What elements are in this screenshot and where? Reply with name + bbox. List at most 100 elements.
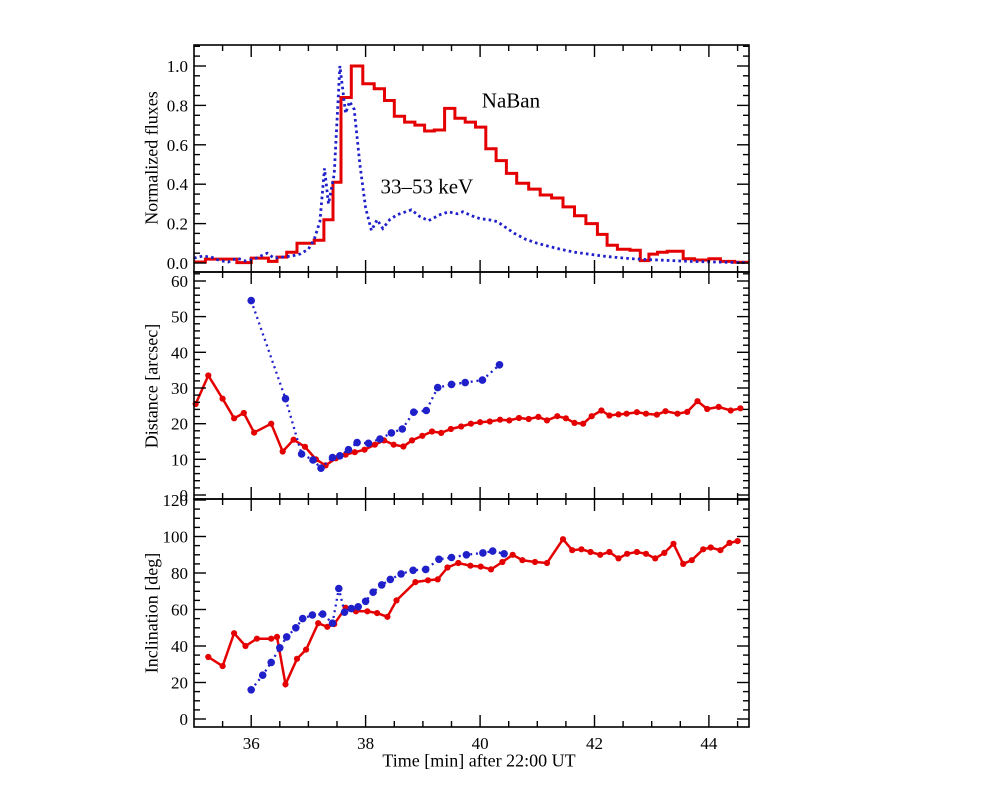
NaBan-marker [688,557,695,564]
NaBan-marker [351,449,358,456]
33–53 keV-marker [335,584,343,593]
33–53 keV-marker [317,464,325,473]
NaBan-marker [569,547,576,554]
33–53 keV-marker [478,376,487,384]
33–53 keV-marker [247,686,255,694]
NaBan-marker [371,441,378,448]
33–53 keV-marker [267,658,276,667]
NaBan-marker [467,420,474,427]
y-tick-label: 1.0 [167,57,188,76]
NaBan-marker [642,550,650,557]
NaBan-marker [231,415,238,422]
naban-series-label: NaBan [481,88,541,113]
panel-distance: 0 10 20 30 40 50 60 [171,271,750,505]
33–53 keV-marker [447,380,456,389]
NaBan-marker [531,558,539,566]
NaBan-marker [652,555,659,562]
33–53 keV-marker [462,551,471,559]
NaBan-marker [467,562,474,569]
x-tick-label: 42 [586,734,603,753]
33–53 keV-marker [398,425,407,433]
NaBan-marker [400,443,407,450]
NaBan-marker [597,551,604,558]
33–53 keV-marker [297,450,306,458]
NaBan-marker [580,420,587,427]
NaBan-series-line [194,372,741,467]
33–53 keV-marker [328,453,337,462]
x-tick-label: 38 [357,734,374,753]
33–53 keV-marker [281,394,290,403]
33–53 keV-marker [344,445,353,454]
y-tick-label: 30 [171,379,188,398]
NaBan-marker [219,663,226,670]
NaBan-marker [598,407,605,414]
33–53 keV-marker [309,456,317,464]
NaBan-marker [231,630,238,637]
y-tick-label: 0.2 [167,215,188,234]
NaBan-marker [419,432,426,439]
33–53 keV-marker [386,575,395,584]
33–53 keV-marker [409,566,417,575]
NaBan-marker [642,410,650,417]
y-axis-title-distance: Distance [arcsec] [141,323,162,449]
y-tick-label: 40 [171,343,188,362]
NaBan-marker [303,646,310,653]
y-tick-label: 120 [163,491,189,510]
NaBan-marker [571,419,578,426]
33–53 keV-marker [298,614,307,623]
33–53 keV-marker [433,383,442,392]
NaBan-marker [293,655,301,662]
NaBan-marker [543,417,551,424]
y-axis-title-flux: Normalized fluxes [141,91,162,225]
NaBan-marker [393,597,400,604]
NaBan-marker [499,558,506,566]
NaBan-marker [205,372,212,379]
NaBan-marker [447,425,454,433]
NaBan-marker [487,566,495,573]
NaBan-marker [717,547,724,554]
33–53 keV-marker [258,671,267,679]
33–53 keV-marker [387,429,396,437]
NaBan-marker [408,437,416,444]
NaBan-marker [477,419,484,426]
NaBan-marker [364,608,371,615]
NaBan-marker [662,408,669,415]
33–53 keV-marker [347,604,356,613]
33–53 keV-marker [364,439,373,448]
33–53 keV-marker [318,610,327,618]
NaBan-marker [219,395,226,402]
NaBan-marker [515,414,523,422]
NaBan-marker [615,411,622,418]
NaBan-marker [606,548,613,556]
33–53 keV-marker [397,570,405,578]
NaBan-marker [707,544,714,551]
NaBan-marker [525,415,532,423]
y-tick-label: 0.0 [167,254,188,273]
33–53 keV-marker [447,553,456,562]
NaBan-marker [519,557,526,564]
NaBan-marker [587,548,594,556]
NaBan-marker [578,546,585,553]
NaBan-marker [458,423,465,430]
NaBan-marker [477,563,484,570]
y-tick-label: 60 [171,601,188,620]
NaBan-marker [506,417,513,424]
NaBan-marker [727,407,734,414]
y-tick-label: 100 [163,528,189,547]
y-tick-label: 0 [180,486,189,505]
NaBan-marker [273,633,281,641]
y-tick-label: 50 [171,308,188,327]
NaBan-marker [361,446,368,453]
NaBan-marker [670,540,677,547]
NaBan-marker [661,549,668,557]
NaBan-marker [726,539,733,547]
NaBan-marker [704,405,711,413]
y-tick-label: 20 [171,415,188,434]
NaBan-marker [268,635,275,642]
NaBan-marker [374,610,381,617]
NaBan-marker [684,408,691,415]
NaBan-marker [444,564,451,571]
NaBan-marker [674,410,681,417]
NaBan-marker [700,546,707,553]
